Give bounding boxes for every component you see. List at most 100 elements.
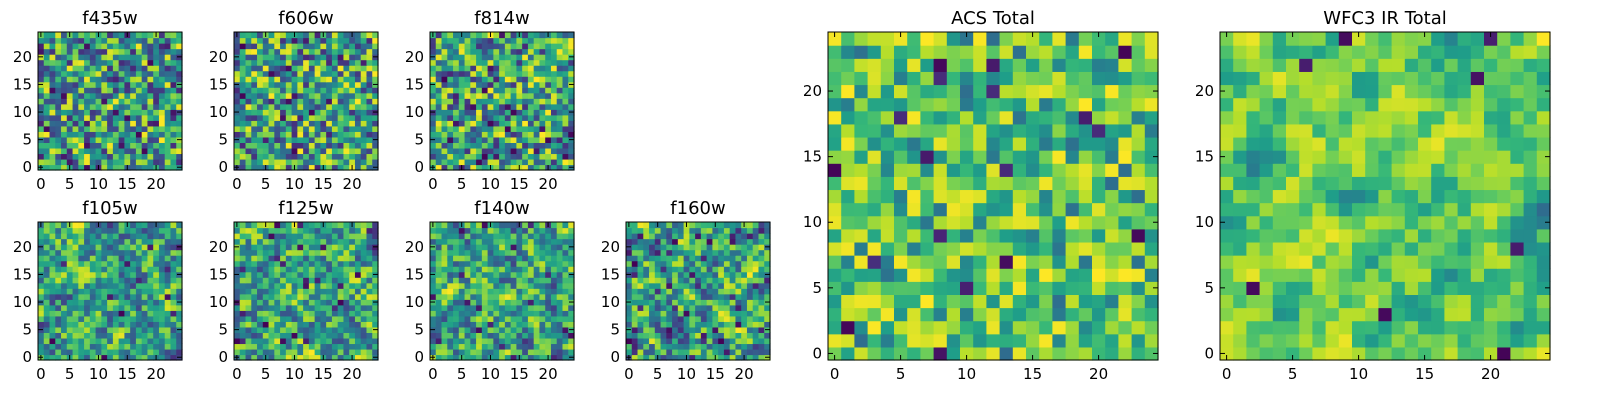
heatmap-cell	[274, 32, 281, 39]
heatmap-cell	[522, 32, 529, 39]
heatmap-cell	[372, 238, 379, 245]
heatmap-cell	[55, 310, 62, 317]
heatmap-cell	[326, 299, 333, 306]
heatmap-cell	[464, 43, 471, 50]
heatmap-cell	[522, 288, 529, 295]
heatmap-cell	[631, 337, 639, 345]
heatmap-cell	[683, 277, 690, 284]
heatmap-cell	[372, 98, 379, 105]
heatmap-cell	[78, 142, 85, 149]
heatmap-cell	[631, 299, 639, 306]
heatmap-cell	[320, 37, 327, 44]
heatmap-cell	[239, 288, 247, 295]
heatmap-cell	[107, 48, 114, 55]
heatmap-cell	[516, 153, 523, 160]
heatmap-cell	[314, 164, 321, 171]
heatmap-cell	[38, 92, 45, 99]
heatmap-cell	[723, 233, 731, 240]
heatmap-cell	[262, 92, 270, 99]
heatmap-cell	[960, 320, 974, 335]
heatmap-cell	[464, 315, 471, 322]
heatmap-cell	[141, 147, 149, 155]
heatmap-cell	[112, 310, 120, 317]
heatmap-cell	[331, 125, 339, 132]
heatmap-cell	[1065, 215, 1080, 230]
heatmap-cell	[527, 271, 535, 278]
heatmap-cell	[476, 260, 483, 267]
heatmap-cell	[49, 32, 56, 39]
heatmap-cell	[274, 354, 281, 361]
heatmap-cell	[320, 76, 327, 83]
heatmap-cell	[723, 249, 731, 256]
heatmap-cell	[516, 103, 523, 110]
plot-frame	[625, 221, 771, 361]
heatmap-cell	[464, 98, 471, 105]
heatmap-cell	[522, 310, 529, 317]
heatmap-cell	[337, 120, 345, 127]
heatmap-cell	[430, 37, 437, 44]
heatmap-cell	[510, 37, 517, 44]
heatmap-cell	[349, 255, 356, 262]
heatmap-cell	[147, 266, 154, 273]
heatmap-cell	[447, 32, 454, 39]
heatmap-cell	[447, 37, 454, 44]
heatmap-cell	[476, 54, 483, 61]
heatmap-cell	[297, 321, 304, 328]
heatmap-cell	[72, 65, 79, 72]
heatmap-cell	[297, 109, 304, 116]
heatmap-cell	[360, 164, 368, 171]
heatmap-cell	[556, 266, 564, 273]
heatmap-cell	[435, 120, 443, 127]
heatmap-cell	[66, 81, 74, 88]
heatmap-cell	[493, 54, 500, 61]
heatmap-cell	[38, 238, 45, 245]
heatmap-cell	[516, 76, 523, 83]
heatmap-cell	[331, 277, 339, 284]
heatmap-cell	[112, 87, 120, 94]
heatmap-cell	[303, 332, 310, 339]
heatmap-cell	[314, 304, 321, 311]
heatmap-cell	[986, 189, 1001, 204]
heatmap-cell	[476, 76, 483, 83]
heatmap-cell	[95, 233, 102, 240]
heatmap-cell	[504, 87, 512, 94]
heatmap-cell	[712, 310, 719, 317]
heatmap-cell	[933, 307, 948, 322]
heatmap-cell	[1026, 215, 1040, 230]
heatmap-cell	[453, 310, 460, 317]
heatmap-cell	[435, 114, 443, 121]
heatmap-cell	[453, 321, 460, 328]
heatmap-cell	[135, 54, 143, 61]
heatmap-cell	[933, 268, 948, 282]
heatmap-cell	[545, 103, 552, 110]
heatmap-cell	[280, 125, 287, 132]
heatmap-cell	[337, 81, 345, 88]
heatmap-cell	[453, 343, 460, 350]
heatmap-cell	[527, 164, 535, 171]
heatmap-cell	[447, 266, 454, 273]
heatmap-cell	[251, 266, 258, 273]
heatmap-cell	[986, 281, 1001, 295]
heatmap-cell	[337, 354, 345, 361]
heatmap-cell	[556, 354, 564, 361]
heatmap-cell	[135, 321, 143, 328]
heatmap-cell	[257, 337, 264, 345]
heatmap-cell	[326, 315, 333, 322]
heatmap-cell	[1131, 346, 1146, 361]
heatmap-cell	[447, 288, 454, 295]
heatmap-cell	[320, 54, 327, 61]
heatmap-cell	[118, 131, 125, 138]
heatmap-cell	[718, 299, 725, 306]
heatmap-cell	[78, 332, 85, 339]
heatmap-cell	[920, 163, 935, 177]
heatmap-cell	[752, 260, 760, 267]
heatmap-cell	[285, 227, 293, 234]
heatmap-cell	[729, 244, 737, 251]
heatmap-cell	[112, 147, 120, 155]
heatmap-cell	[516, 65, 523, 72]
heatmap-cell	[1131, 307, 1146, 322]
heatmap-cell	[458, 321, 466, 328]
heatmap-cell	[360, 249, 368, 256]
heatmap-cell	[72, 343, 79, 350]
